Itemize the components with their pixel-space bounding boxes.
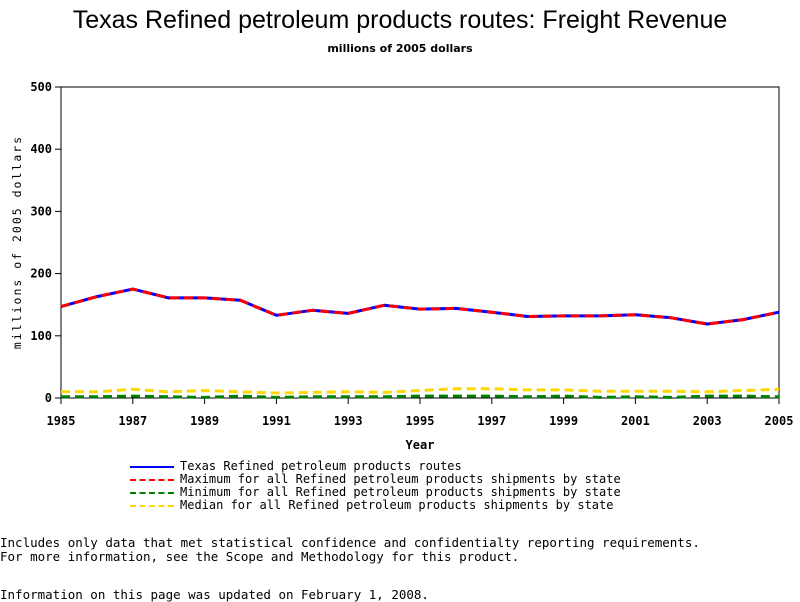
y-tick-label: 200	[30, 267, 52, 281]
x-tick-label: 1987	[118, 414, 147, 428]
y-tick-label: 500	[30, 80, 52, 94]
series-layer	[60, 287, 780, 399]
x-axis-label: Year	[406, 438, 435, 452]
plot-frame	[60, 86, 780, 399]
chart-title: Texas Refined petroleum products routes:…	[72, 6, 728, 34]
x-tick-label: 1995	[406, 414, 435, 428]
y-tick-label: 300	[30, 204, 52, 218]
legend-label: Texas Refined petroleum products routes	[180, 459, 462, 473]
legend-swatch	[130, 466, 174, 468]
x-tick-label: 2003	[693, 414, 722, 428]
x-tick-label: 1991	[262, 414, 291, 428]
legend-label: Minimum for all Refined petroleum produc…	[180, 485, 621, 499]
y-tick-label: 0	[45, 391, 52, 405]
y-axis-label: millions of 2005 dollars	[10, 135, 24, 349]
series-line-minimum	[61, 394, 780, 399]
x-tick-label: 1997	[477, 414, 506, 428]
legend-label: Median for all Refined petroleum product…	[180, 498, 614, 512]
x-tick-label: 1999	[549, 414, 578, 428]
legend-swatch	[130, 479, 174, 481]
x-tick-label: 1989	[190, 414, 219, 428]
series-line-median	[61, 387, 780, 395]
x-axis: 1985 1987 1989 1991 1993 1995 1997 1999 2001 2003…	[47, 398, 794, 428]
y-axis: 0 100 200 300 400 500	[30, 80, 61, 405]
note-line: Includes only data that met statistical …	[0, 535, 700, 550]
line-chart: 0 100 200 300 400 500 1985 1987 1989 1991 1993 199…	[10, 80, 794, 452]
y-tick-label: 400	[30, 142, 52, 156]
y-tick-label: 100	[30, 329, 52, 343]
chart-subtitle: millions of 2005 dollars	[327, 42, 473, 55]
notes: Includes only data that met statistical …	[0, 536, 700, 564]
legend-label: Maximum for all Refined petroleum produc…	[180, 472, 621, 486]
x-tick-label: 1985	[47, 414, 76, 428]
legend-swatch	[130, 492, 174, 494]
x-tick-label: 2001	[621, 414, 650, 428]
x-tick-label: 1993	[334, 414, 363, 428]
series-line-maximum	[60, 287, 780, 326]
legend-swatch	[130, 505, 174, 507]
x-tick-label: 2005	[765, 414, 794, 428]
updated-note: Information on this page was updated on …	[0, 587, 429, 602]
note-line: For more information, see the Scope and …	[0, 549, 520, 564]
